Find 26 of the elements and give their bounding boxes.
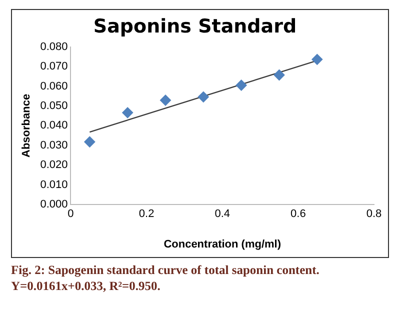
x-tick-label: 0.4 bbox=[214, 208, 230, 220]
y-axis-title: Absorbance bbox=[20, 94, 33, 158]
y-tick-label: 0.040 bbox=[40, 120, 68, 132]
y-tick-label: 0.080 bbox=[40, 40, 68, 53]
chart-title: Saponins Standard bbox=[93, 15, 297, 38]
x-tick-label: 0.6 bbox=[290, 208, 306, 220]
point bbox=[160, 94, 171, 106]
point bbox=[236, 80, 247, 91]
y-tick-label: 0.020 bbox=[40, 159, 68, 172]
point bbox=[312, 54, 323, 65]
y-tick-label: 0.010 bbox=[40, 178, 68, 191]
point bbox=[122, 107, 134, 118]
y-tick-label: 0.060 bbox=[40, 80, 68, 92]
y-tick-label: 0.030 bbox=[40, 139, 68, 152]
point bbox=[198, 91, 209, 102]
y-tick-label: 0.070 bbox=[40, 60, 68, 73]
x-tick-label: 0 bbox=[68, 208, 74, 220]
y-tick-label: 0.050 bbox=[40, 100, 68, 112]
y-tick-label: 0.000 bbox=[40, 198, 68, 211]
point bbox=[84, 136, 96, 148]
text: Y=0.0161x+0.033, R²=0.950. bbox=[11, 278, 162, 294]
x-tick-label: 0.2 bbox=[138, 208, 154, 220]
caption: Fig. 2: Sapogenin standard curve of total saponin content. bbox=[11, 262, 320, 278]
x-tick-label: 0.8 bbox=[366, 208, 382, 220]
point bbox=[274, 70, 285, 81]
x-axis-title: Concentration (mg/ml) bbox=[164, 238, 282, 250]
